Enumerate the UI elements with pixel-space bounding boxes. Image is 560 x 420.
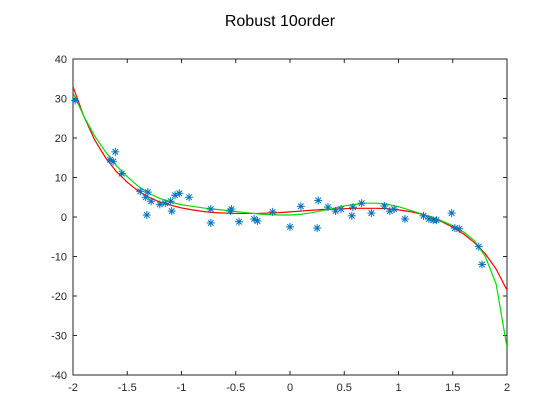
y-tick-label: -10: [51, 252, 67, 264]
data-point: [348, 203, 357, 212]
data-point: [117, 169, 126, 178]
x-tick-label: 0: [287, 382, 293, 394]
x-tick-label: 2: [504, 382, 510, 394]
data-point: [323, 203, 332, 212]
x-tick-label: -1: [177, 382, 187, 394]
x-tick-label: 0.5: [337, 382, 352, 394]
x-tick-label: -0.5: [226, 382, 245, 394]
data-point: [155, 200, 164, 209]
plot-area: -2 -1.5 -1 -0.5 0 0.5 1 1.5 2 -40 -30 -20 -10 0 10 20 30…: [51, 54, 510, 394]
data-point: [167, 207, 176, 216]
data-point: [71, 96, 80, 105]
data-point: [143, 188, 152, 197]
data-point: [401, 214, 410, 223]
fit-line-2: [73, 92, 507, 348]
y-tick-label: 40: [55, 54, 67, 66]
data-point: [455, 224, 464, 233]
data-point: [206, 218, 215, 227]
data-point: [111, 147, 120, 156]
y-tick-label: 30: [55, 94, 67, 106]
y-tick-label: -40: [51, 370, 67, 382]
data-point: [336, 205, 345, 214]
data-point: [268, 207, 277, 216]
data-point: [314, 196, 323, 205]
y-tick-label: 10: [55, 173, 67, 185]
data-point: [390, 205, 399, 214]
y-tick-label: 0: [61, 212, 67, 224]
data-point: [357, 199, 366, 208]
y-tick-label: 20: [55, 133, 67, 145]
axes-box: [72, 58, 508, 376]
data-point: [253, 216, 262, 225]
chart-title: Robust 10order: [225, 13, 336, 30]
data-point: [296, 202, 305, 211]
x-tick-label: 1: [395, 382, 401, 394]
data-point: [419, 211, 428, 220]
y-tick-label: -30: [51, 331, 67, 343]
data-point: [109, 157, 118, 166]
data-point: [235, 217, 244, 226]
x-tick-label: -1.5: [118, 382, 137, 394]
x-tick-label: -2: [68, 382, 78, 394]
x-tick-label: 1.5: [445, 382, 460, 394]
data-point: [185, 193, 194, 202]
y-tick-label: -20: [51, 291, 67, 303]
fit-line-1: [73, 86, 507, 291]
data-point: [447, 209, 456, 218]
data-point: [142, 211, 151, 220]
data-point: [432, 216, 441, 225]
data-point: [478, 260, 487, 269]
data-point: [206, 205, 215, 214]
data-point: [286, 222, 294, 231]
data-point: [166, 197, 175, 206]
data-point: [367, 209, 376, 218]
data-point: [380, 201, 389, 210]
data-point: [313, 224, 322, 233]
data-point: [136, 187, 145, 196]
data-point: [474, 242, 483, 251]
data-point: [175, 189, 184, 198]
data-point: [147, 197, 156, 206]
data-point: [227, 205, 236, 214]
data-point: [347, 211, 356, 220]
